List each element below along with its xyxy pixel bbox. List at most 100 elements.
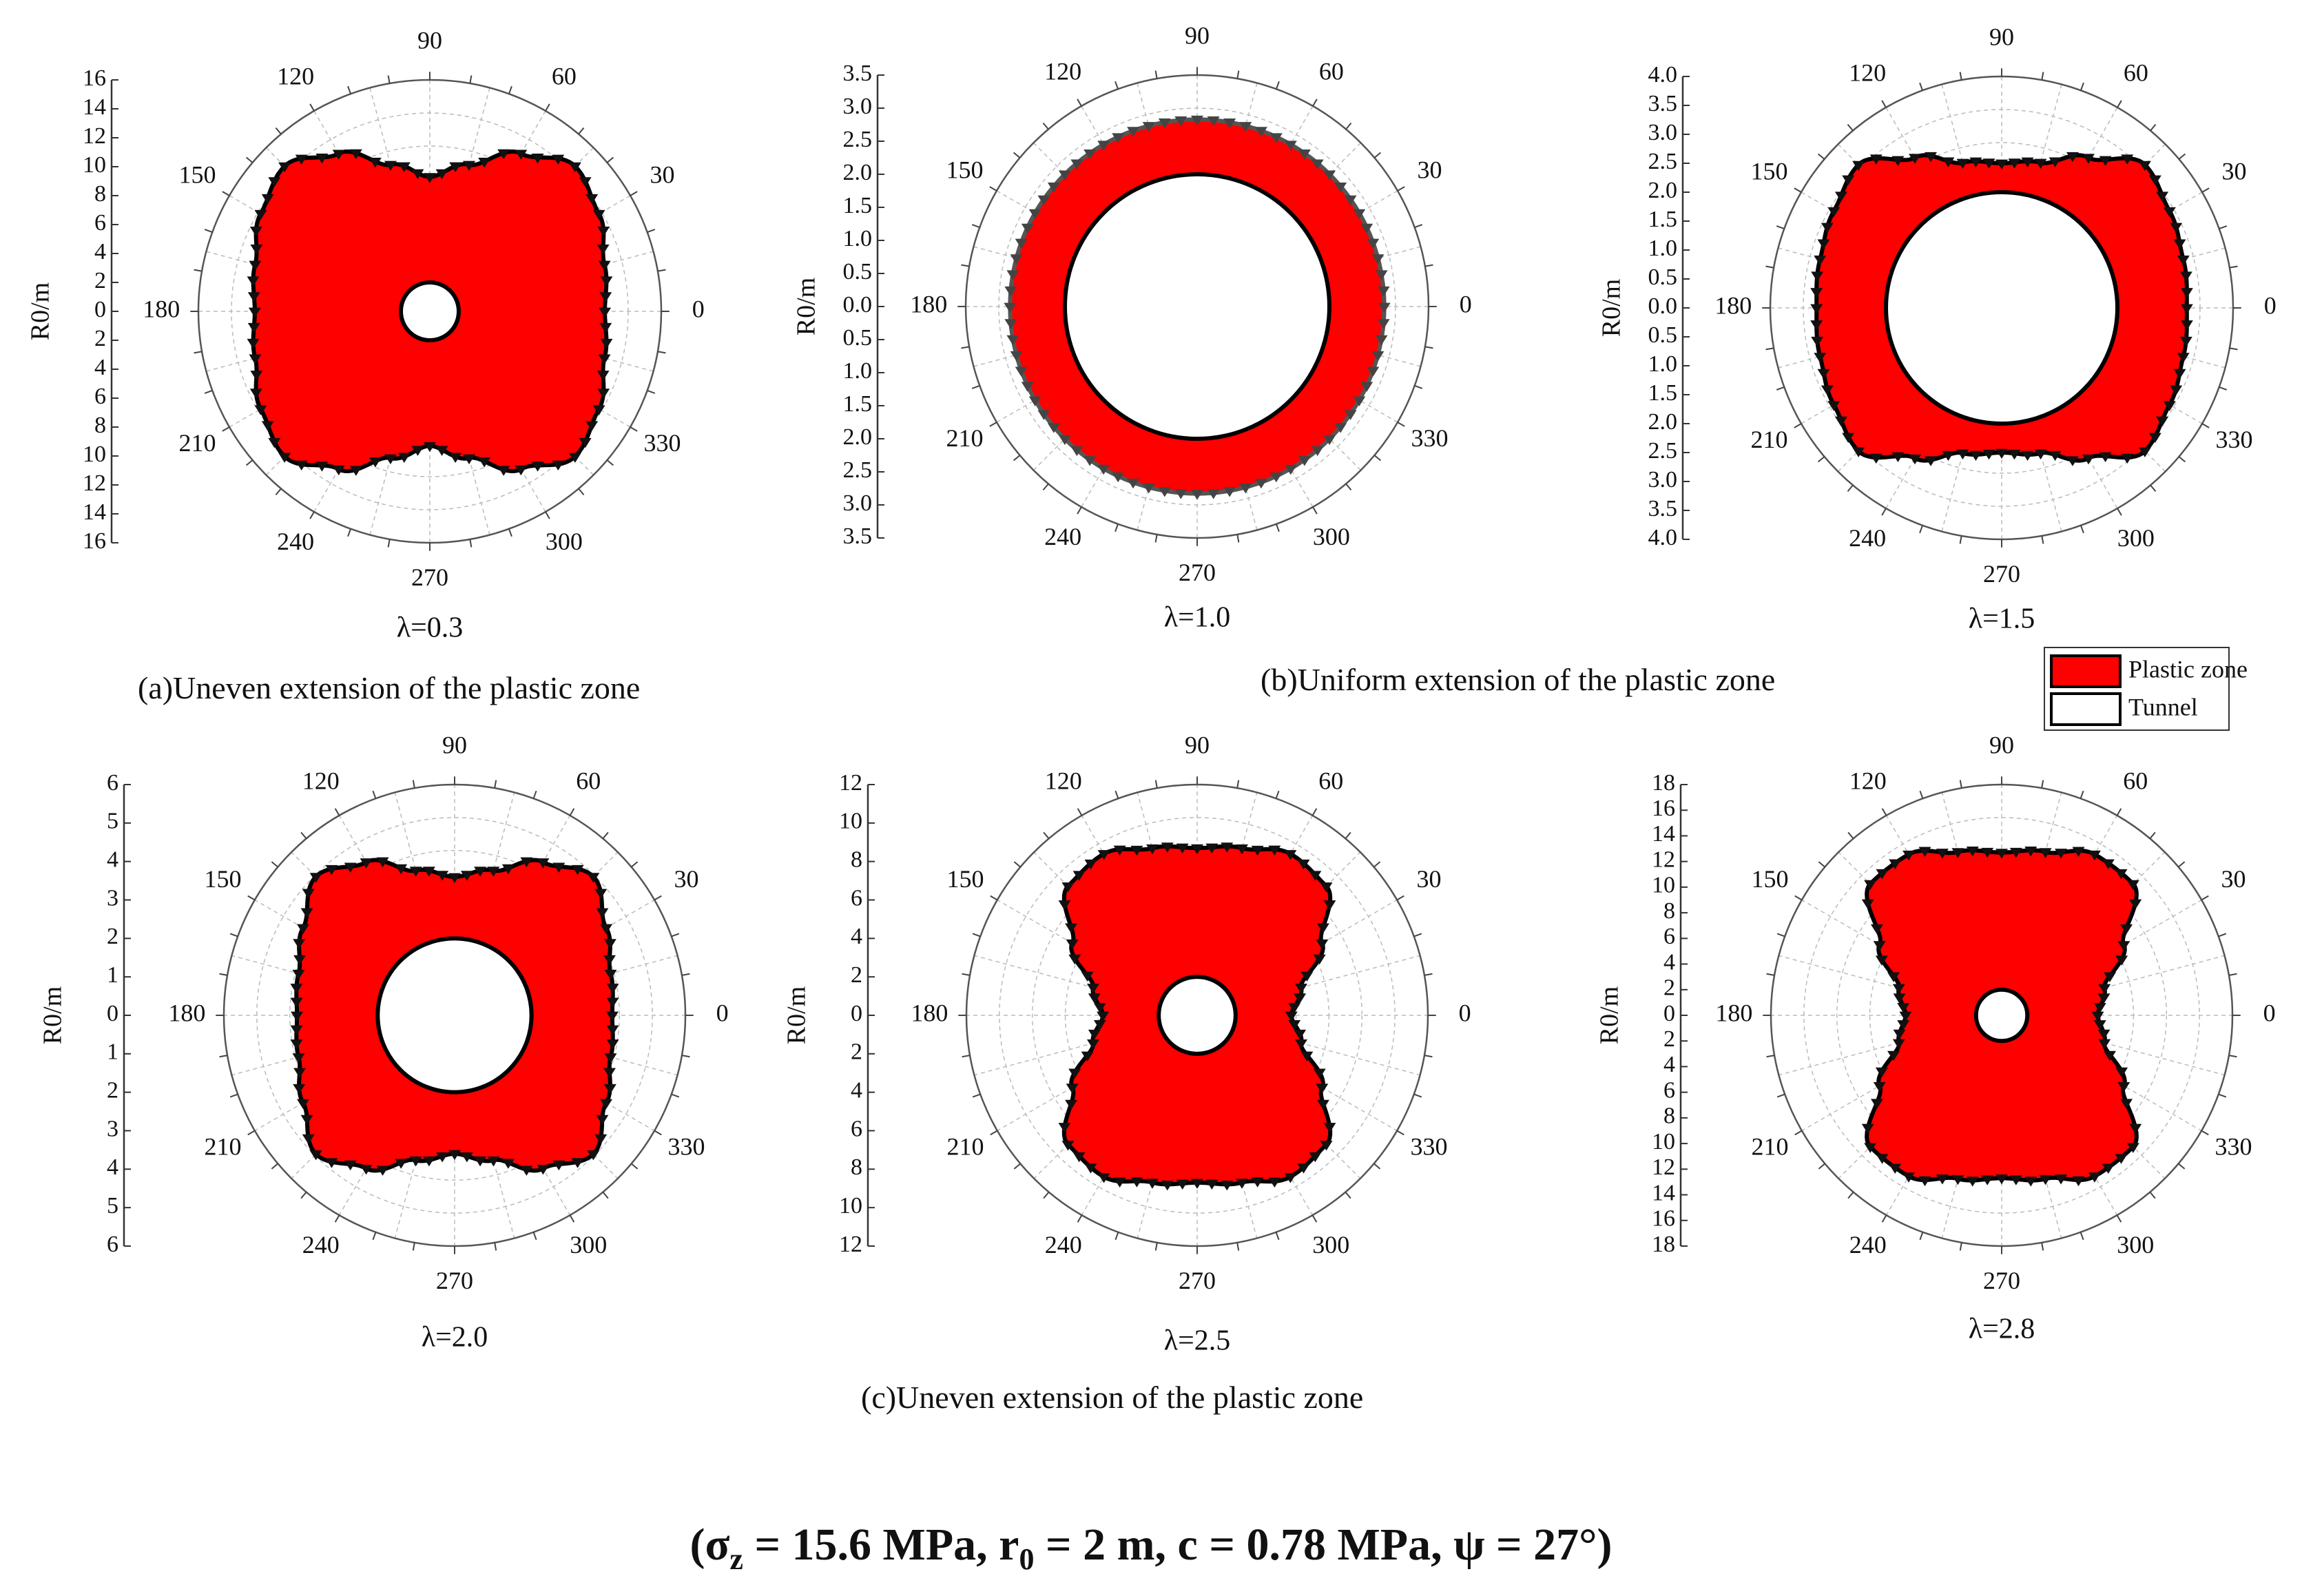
boundary-marker	[1015, 366, 1028, 377]
boundary-marker	[1842, 175, 1855, 186]
boundary-marker	[1873, 941, 1886, 951]
polar-panel-e: 0306090120150180210240270300330121086420…	[782, 732, 1471, 1357]
angle-tick	[2201, 423, 2210, 428]
angle-tick	[1766, 1055, 1775, 1058]
radial-tick-label: 0	[1663, 1001, 1675, 1026]
boundary-marker	[1899, 1011, 1912, 1022]
angle-label: 120	[1849, 767, 1887, 795]
radial-tick-label: 1.0	[1648, 236, 1678, 261]
radial-tick-label: 0.5	[843, 325, 873, 351]
boundary-marker	[603, 939, 616, 949]
boundary-marker	[1300, 1051, 1314, 1062]
boundary-marker	[1254, 127, 1267, 137]
boundary-marker	[487, 1156, 500, 1167]
angle-tick	[1919, 1232, 1924, 1241]
boundary-marker	[2173, 239, 2186, 249]
boundary-marker	[2049, 450, 2062, 462]
boundary-marker	[1311, 159, 1324, 169]
radial-tick-label: 10	[839, 1193, 862, 1219]
angle-tick	[275, 488, 282, 496]
boundary-marker	[1876, 869, 1889, 880]
boundary-marker	[2173, 369, 2186, 380]
boundary-marker	[487, 867, 500, 877]
boundary-marker	[2117, 941, 2130, 951]
angle-tick	[372, 1232, 377, 1241]
boundary-marker	[1081, 1051, 1094, 1062]
boundary-marker	[2120, 924, 2133, 935]
angle-tick	[1919, 525, 1924, 534]
angle-tick	[1766, 973, 1775, 976]
angle-tick	[2080, 1232, 2084, 1241]
radial-tick-label: 4	[851, 1077, 862, 1103]
angle-tick	[630, 426, 638, 432]
boundary-marker	[2066, 152, 2079, 163]
radial-tick-label: 0	[107, 1001, 118, 1026]
angle-tick	[1776, 933, 1785, 937]
boundary-marker	[1028, 209, 1041, 220]
angle-label: 60	[552, 63, 577, 90]
angle-tick	[1275, 1232, 1280, 1241]
boundary-marker	[411, 446, 424, 456]
boundary-marker	[1360, 223, 1373, 234]
angle-tick	[300, 831, 307, 840]
boundary-marker	[332, 149, 345, 160]
boundary-marker	[1887, 972, 1900, 982]
angle-tick	[545, 103, 550, 112]
angle-tick	[194, 269, 203, 272]
angle-tick	[1847, 484, 1854, 493]
boundary-marker	[1127, 127, 1140, 137]
boundary-marker	[2021, 450, 2034, 462]
angle-label: 60	[1319, 58, 1344, 85]
angle-tick	[1345, 122, 1352, 130]
radial-tick-label: 3.5	[843, 61, 873, 86]
angle-label: 90	[1989, 732, 2014, 759]
angle-label: 330	[1411, 424, 1449, 452]
boundary-marker	[1810, 304, 1823, 314]
boundary-marker	[1360, 382, 1373, 392]
angle-tick	[508, 528, 512, 537]
boundary-marker	[1969, 450, 1982, 462]
boundary-marker	[1311, 446, 1324, 457]
angle-label: 240	[1045, 1231, 1082, 1258]
boundary-marker	[1889, 1163, 1902, 1174]
boundary-marker	[1015, 238, 1028, 249]
boundary-marker	[1297, 1163, 1310, 1174]
angle-tick	[569, 808, 575, 816]
boundary-marker	[1814, 255, 1827, 266]
boundary-marker	[1084, 859, 1097, 870]
angle-tick	[1077, 506, 1082, 515]
boundary-marker	[435, 446, 448, 456]
boundary-marker	[2177, 353, 2190, 363]
boundary-marker	[2009, 1175, 2022, 1185]
boundary-marker	[1295, 1039, 1308, 1050]
boundary-marker	[1070, 446, 1083, 457]
boundary-marker	[1223, 118, 1236, 129]
boundary-marker	[436, 1152, 449, 1163]
boundary-marker	[436, 871, 449, 881]
boundary-marker	[1191, 490, 1203, 500]
angle-tick	[972, 1093, 981, 1098]
radial-tick-label: 4	[107, 847, 118, 872]
lambda-label: λ=1.0	[1164, 602, 1231, 634]
boundary-marker	[1028, 396, 1041, 406]
angle-label: 30	[2221, 865, 2246, 893]
boundary-marker	[397, 453, 411, 463]
boundary-marker	[2129, 899, 2142, 910]
angle-tick	[1275, 524, 1280, 532]
boundary-marker	[2098, 984, 2111, 995]
boundary-marker	[603, 955, 616, 966]
angle-tick	[654, 895, 662, 901]
angle-tick	[1312, 99, 1318, 107]
boundary-marker	[597, 388, 610, 399]
boundary-marker	[349, 149, 362, 160]
boundary-marker	[1221, 1180, 1234, 1191]
boundary-marker	[604, 969, 617, 980]
boundary-marker	[1088, 993, 1101, 1004]
boundary-marker	[1873, 1081, 1886, 1092]
angle-tick	[1847, 123, 1854, 132]
angle-tick	[2228, 973, 2237, 976]
boundary-marker	[1142, 122, 1155, 132]
boundary-marker	[1334, 423, 1347, 433]
boundary-marker	[1377, 319, 1390, 329]
boundary-marker	[1174, 116, 1188, 127]
